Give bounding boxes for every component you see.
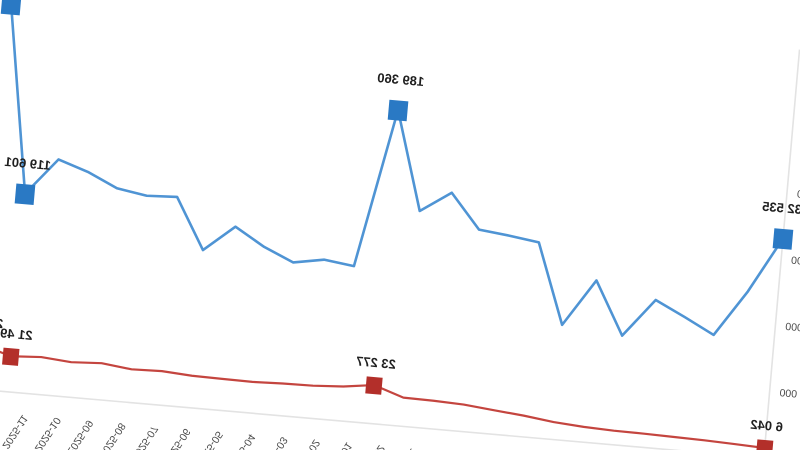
- x-axis-tick-label: 2025-07: [129, 423, 160, 450]
- y-axis-tick-label: 160 000: [796, 188, 800, 203]
- series-blue-data-label: 119 601: [4, 154, 51, 173]
- series-blue-marker: [14, 183, 36, 206]
- x-axis-tick-label: 2025-10: [32, 415, 63, 450]
- x-axis-tick-label: 2025-11: [0, 413, 30, 450]
- x-axis-tick-label: 2024-11: [388, 446, 419, 450]
- series-red-marker: [2, 347, 20, 366]
- series-blue-marker: [387, 99, 409, 122]
- x-axis-tick-label: 2025-02: [291, 437, 322, 450]
- x-axis-tick-label: 2025-01: [323, 440, 354, 450]
- series-red-data-label: 23 277: [355, 353, 396, 371]
- series-red-data-label: 6 042: [750, 417, 784, 435]
- x-axis-tick-label: 2024-12: [356, 443, 387, 450]
- series-red-marker: [755, 439, 774, 450]
- series-red-data-label: 27 054: [0, 313, 4, 331]
- y-axis-line: [762, 49, 800, 450]
- x-axis-tick-label: 2025-08: [97, 420, 128, 450]
- series-blue-marker: [772, 228, 794, 250]
- series-blue-marker: [0, 0, 22, 16]
- series-red-data-label: 21 499: [0, 325, 33, 343]
- series-blue-data-label: 132 535: [762, 199, 800, 218]
- x-axis-line: [0, 384, 764, 450]
- series-red-marker: [365, 376, 383, 395]
- series-blue-line: [9, 2, 785, 337]
- x-axis-tick-label: 2025-05: [194, 429, 225, 450]
- y-axis-tick-label: 120 000: [790, 255, 800, 270]
- x-axis-tick-label: 2025-06: [161, 426, 192, 450]
- x-axis-tick-label: 2025-04: [226, 432, 257, 450]
- x-axis-tick-label: 2025-03: [259, 434, 290, 450]
- x-axis-tick-label: 2025-09: [64, 418, 95, 450]
- y-axis-tick-label: 40 000: [779, 387, 800, 402]
- y-axis-tick-label: 80 000: [785, 321, 800, 336]
- series-blue-data-label: 189 360: [377, 70, 425, 89]
